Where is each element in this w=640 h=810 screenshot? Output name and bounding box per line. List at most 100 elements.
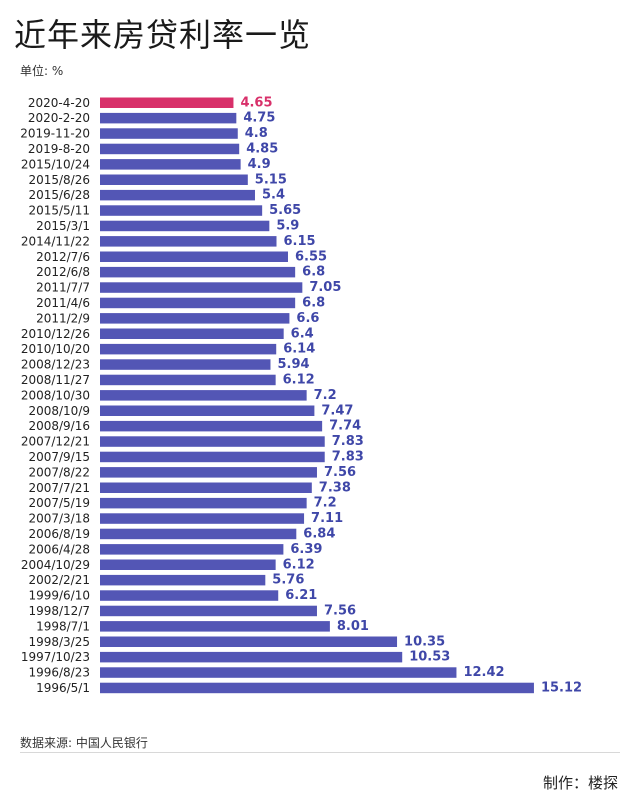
data-label: 12.42 [463, 665, 504, 680]
category-label: 2006/4/28 [28, 542, 90, 556]
data-label: 7.11 [311, 511, 343, 526]
bar [100, 559, 276, 570]
data-label: 6.14 [283, 342, 315, 357]
data-label: 5.94 [277, 357, 309, 372]
chart-title: 近年来房贷利率一览 [14, 16, 312, 54]
data-label: 7.2 [314, 388, 337, 403]
bar [100, 467, 317, 478]
data-label: 6.6 [296, 311, 319, 326]
unit-label: 单位: % [20, 64, 64, 78]
data-label: 5.9 [276, 218, 299, 233]
bar [100, 528, 297, 540]
bar [100, 667, 457, 678]
data-label: 6.12 [283, 557, 315, 572]
bar [100, 390, 307, 401]
bar [100, 236, 277, 247]
bar [100, 451, 325, 463]
data-label: 7.83 [332, 434, 364, 449]
category-label: 2007/7/21 [28, 481, 90, 495]
data-label: 5.4 [262, 188, 285, 203]
category-label: 2011/7/7 [36, 281, 90, 295]
category-label: 2012/7/6 [36, 250, 90, 264]
bar [100, 482, 312, 493]
bar [100, 297, 296, 309]
category-label: 2015/5/11 [28, 204, 90, 218]
category-label: 2015/8/26 [28, 173, 90, 187]
data-label: 7.05 [309, 280, 341, 295]
category-label: 1996/5/1 [36, 681, 90, 695]
bar [100, 266, 296, 278]
category-label: 2015/3/1 [36, 219, 90, 233]
category-label: 1998/12/7 [28, 604, 90, 618]
category-label: 2007/3/18 [28, 512, 90, 526]
bar [100, 251, 288, 262]
category-label: 2019-8-20 [28, 142, 90, 156]
category-label: 2012/6/8 [36, 265, 90, 279]
data-label: 6.21 [285, 588, 317, 603]
data-label: 7.56 [324, 465, 356, 480]
data-label: 7.2 [314, 496, 337, 511]
category-label: 2015/10/24 [21, 157, 90, 171]
bar-chart-plot: 2020-4-20 4.65 2020-2-20 4.75 2019-11-20 4.8 2… [20, 95, 582, 695]
bar [100, 436, 325, 447]
bar [100, 513, 305, 524]
category-label: 2008/10/9 [28, 404, 90, 418]
bar [100, 605, 317, 617]
category-label: 2015/6/28 [28, 188, 90, 202]
category-label: 2008/11/27 [21, 373, 90, 387]
bar [100, 205, 263, 216]
bar [100, 574, 266, 586]
category-label: 1999/6/10 [28, 589, 90, 603]
bar [100, 590, 279, 601]
data-label: 7.47 [321, 403, 353, 418]
data-label: 6.8 [302, 265, 325, 280]
category-label: 2008/9/16 [28, 419, 90, 433]
category-label: 1998/3/25 [28, 635, 90, 649]
category-label: 2008/12/23 [21, 358, 90, 372]
bar [100, 174, 248, 185]
bar [100, 544, 284, 555]
category-label: 1997/10/23 [21, 650, 90, 664]
category-label: 2007/8/22 [28, 465, 90, 479]
category-label: 2011/2/9 [36, 311, 90, 325]
data-label: 4.75 [243, 111, 275, 126]
data-label: 10.35 [404, 634, 445, 649]
category-label: 2007/12/21 [21, 435, 90, 449]
bar [100, 143, 240, 155]
bar [100, 189, 255, 201]
data-label: 4.85 [246, 141, 278, 156]
bar [100, 220, 270, 232]
data-label: 6.15 [284, 234, 316, 249]
bar [100, 682, 534, 694]
category-label: 2020-4-20 [28, 96, 90, 110]
bar [100, 159, 241, 170]
category-label: 1996/8/23 [28, 666, 90, 680]
data-label: 10.53 [409, 650, 450, 665]
bar [100, 328, 284, 339]
data-label: 6.84 [303, 526, 335, 541]
data-label: 6.12 [283, 372, 315, 387]
category-label: 2004/10/29 [21, 558, 90, 572]
bar [100, 128, 238, 139]
category-label: 1998/7/1 [36, 619, 90, 633]
data-label: 5.65 [269, 203, 301, 218]
category-label: 2019-11-20 [20, 127, 90, 141]
data-label: 4.8 [245, 126, 268, 141]
bar [100, 112, 237, 124]
bar [100, 343, 277, 355]
data-label: 8.01 [337, 619, 369, 634]
category-label: 2014/11/22 [21, 234, 90, 248]
bar [100, 636, 398, 647]
bar [100, 497, 307, 509]
bar [100, 359, 271, 370]
data-label: 15.12 [541, 680, 582, 695]
credit-label: 制作：楼探 [542, 774, 618, 792]
data-label: 4.65 [240, 95, 272, 110]
bar [100, 97, 234, 108]
category-label: 2007/9/15 [28, 450, 90, 464]
data-label: 7.74 [329, 419, 361, 434]
data-label: 7.38 [319, 480, 351, 495]
data-label: 6.8 [302, 295, 325, 310]
bar-chart: 2020-4-20 4.65 2020-2-20 4.75 2019-11-20 4.8 2… [20, 95, 582, 695]
bar [100, 374, 276, 386]
